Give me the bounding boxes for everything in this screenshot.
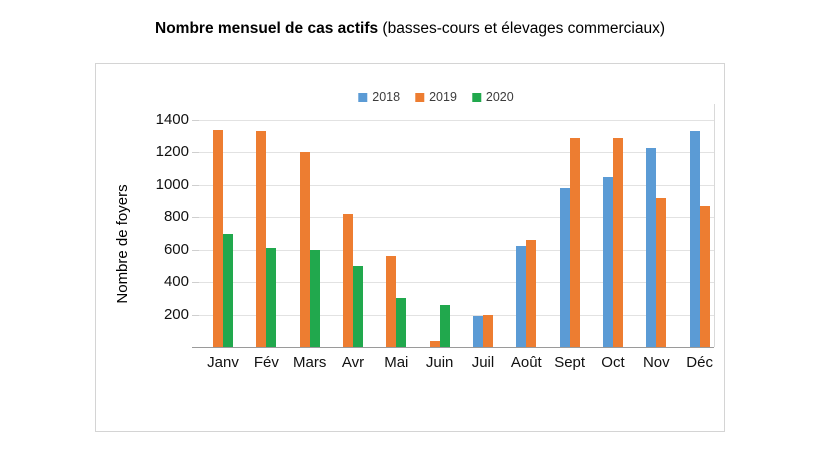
bar-2019-Oct [612,137,623,347]
chart-area: 2018 2019 2020 Nombre de foyers 200 400 600 8… [95,63,725,432]
gridline-800 [199,217,714,219]
y-tick-label-600: 600 [163,240,189,258]
y-tick-400 [192,282,199,284]
chart-legend: 2018 2019 2020 [358,90,514,104]
chart-title: Nombre mensuel de cas actifs (basses-cou… [0,20,820,38]
bar-2019-Juin [429,340,440,347]
y-tick-label-800: 800 [163,208,189,226]
y-tick-1200 [192,152,199,154]
x-tick-label-Juil: Juil [471,354,495,371]
y-tick-label-1400: 1400 [155,111,189,128]
legend-entry-2018: 2018 [358,90,400,104]
legend-entry-2020: 2020 [471,90,514,104]
y-tick-1400 [192,120,199,121]
bar-2019-Déc [699,205,710,347]
bar-2019-Août [526,239,537,347]
gridline-1200 [199,152,714,154]
x-tick-label-Nov: Nov [642,354,670,371]
bar-2019-Mars [299,152,310,347]
bar-2018-Oct [602,176,613,347]
x-tick-label-Mars: Mars [292,354,327,371]
bar-2020-Fév [266,248,277,347]
gridline-1400 [199,120,714,121]
bar-2018-Déc [689,131,700,347]
y-tick-label-1000: 1000 [155,175,189,193]
x-tick-label-Août: Août [510,354,542,371]
y-tick-label-200: 200 [163,305,189,323]
x-tick-label-Sept: Sept [554,354,586,371]
legend-swatch-2018 [358,92,368,102]
y-tick-1000 [192,184,199,186]
chart-title-bold: Nombre mensuel de cas actifs [155,20,379,37]
y-tick-600 [192,249,199,251]
bar-2020-Avr [352,265,363,347]
bar-2020-Mars [309,249,320,347]
bar-2019-Mai [386,256,397,347]
gridline-400 [199,282,714,284]
bar-2018-Nov [646,147,657,347]
bar-2018-Sept [559,188,570,347]
bar-2018-Août [516,246,527,347]
bar-2018-Juil [472,316,483,347]
x-tick-label-Oct: Oct [601,354,625,371]
plot-right-border [714,104,715,347]
y-tick-label-1200: 1200 [155,143,189,161]
legend-entry-2019: 2019 [415,90,457,104]
legend-swatch-2019 [415,92,425,102]
x-axis-line [192,347,714,348]
bar-2019-Fév [256,131,267,347]
gridline-200 [199,314,714,316]
bar-2019-Avr [342,214,353,347]
bar-2020-Mai [396,298,407,347]
chart-title-subtitle: (basses-cours et élevages commerciaux) [378,20,665,37]
bar-2020-Juin [439,304,450,347]
legend-label-2020: 2020 [485,90,514,104]
x-tick-label-Mai: Mai [384,354,409,371]
x-tick-label-Avr: Avr [341,354,365,371]
y-tick-label-400: 400 [163,273,189,291]
x-tick-label-Déc: Déc [686,354,713,371]
y-tick-200 [192,314,199,316]
bar-2019-Juil [482,314,493,347]
gridline-600 [199,249,714,251]
legend-swatch-2020 [471,92,481,102]
x-tick-label-Fév: Fév [253,354,279,371]
bar-2020-Janv [223,233,233,347]
x-tick-label-Juin: Juin [425,354,454,371]
bar-2019-Sept [569,137,580,347]
bar-2019-Nov [656,197,667,347]
legend-label-2018: 2018 [372,90,401,104]
legend-label-2019: 2019 [429,90,457,104]
bar-2019-Janv [213,129,223,347]
gridline-1000 [199,184,714,186]
x-tick-label-Janv: Janv [207,354,239,371]
y-tick-800 [192,217,199,219]
